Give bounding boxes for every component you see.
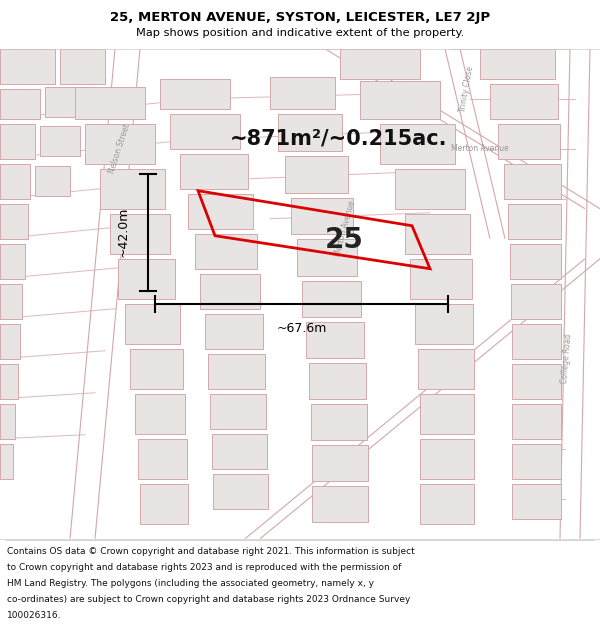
Polygon shape (160, 79, 230, 109)
Polygon shape (180, 154, 248, 189)
Polygon shape (512, 324, 561, 359)
Text: ~871m²/~0.215ac.: ~871m²/~0.215ac. (230, 129, 448, 149)
Polygon shape (138, 439, 187, 479)
Polygon shape (45, 87, 90, 117)
Polygon shape (511, 284, 561, 319)
Polygon shape (340, 49, 420, 79)
Polygon shape (110, 214, 170, 254)
Polygon shape (418, 349, 474, 389)
Polygon shape (405, 214, 470, 254)
Polygon shape (312, 486, 368, 522)
Polygon shape (0, 204, 28, 239)
Polygon shape (170, 114, 240, 149)
Text: Nelson Street: Nelson Street (108, 122, 132, 175)
Polygon shape (0, 444, 13, 479)
Polygon shape (420, 439, 474, 479)
Polygon shape (0, 364, 18, 399)
Polygon shape (512, 364, 561, 399)
Polygon shape (135, 394, 185, 434)
Polygon shape (309, 362, 366, 399)
Polygon shape (210, 394, 266, 429)
Polygon shape (125, 304, 180, 344)
Text: Merton Avenue: Merton Avenue (451, 144, 509, 153)
Text: Merton Avenue: Merton Avenue (333, 200, 357, 258)
Polygon shape (306, 322, 364, 357)
Polygon shape (420, 394, 474, 434)
Polygon shape (205, 314, 263, 349)
Polygon shape (212, 434, 267, 469)
Text: College Road: College Road (560, 333, 574, 384)
Polygon shape (60, 49, 105, 84)
Polygon shape (130, 349, 183, 389)
Polygon shape (420, 484, 474, 524)
Polygon shape (510, 244, 561, 279)
Polygon shape (291, 198, 353, 234)
Text: ~42.0m: ~42.0m (117, 207, 130, 258)
Polygon shape (188, 194, 253, 229)
Polygon shape (312, 445, 368, 481)
Polygon shape (490, 84, 558, 119)
Polygon shape (40, 126, 80, 156)
Polygon shape (512, 404, 561, 439)
Polygon shape (311, 404, 367, 440)
Text: ~67.6m: ~67.6m (277, 322, 326, 335)
Polygon shape (270, 77, 335, 109)
Text: 100026316.: 100026316. (7, 611, 62, 620)
Polygon shape (213, 474, 268, 509)
Text: HM Land Registry. The polygons (including the associated geometry, namely x, y: HM Land Registry. The polygons (includin… (7, 579, 374, 588)
Polygon shape (0, 324, 20, 359)
Polygon shape (360, 81, 440, 119)
Polygon shape (504, 164, 561, 199)
Polygon shape (0, 404, 15, 439)
Polygon shape (498, 124, 560, 159)
Polygon shape (0, 49, 55, 84)
Polygon shape (285, 156, 348, 192)
Polygon shape (480, 49, 555, 79)
Polygon shape (0, 124, 35, 159)
Polygon shape (140, 484, 188, 524)
Polygon shape (35, 166, 70, 196)
Polygon shape (0, 284, 22, 319)
Polygon shape (512, 444, 561, 479)
Polygon shape (512, 484, 561, 519)
Polygon shape (85, 124, 155, 164)
Text: to Crown copyright and database rights 2023 and is reproduced with the permissio: to Crown copyright and database rights 2… (7, 563, 401, 572)
Polygon shape (200, 274, 260, 309)
Polygon shape (0, 244, 25, 279)
Polygon shape (508, 204, 561, 239)
Polygon shape (297, 239, 357, 276)
Polygon shape (410, 259, 472, 299)
Text: Trinity Close: Trinity Close (458, 65, 476, 112)
Text: Map shows position and indicative extent of the property.: Map shows position and indicative extent… (136, 28, 464, 38)
Text: 25: 25 (325, 226, 363, 254)
Text: Contains OS data © Crown copyright and database right 2021. This information is : Contains OS data © Crown copyright and d… (7, 548, 415, 556)
Polygon shape (395, 169, 465, 209)
Polygon shape (195, 234, 257, 269)
Text: 25, MERTON AVENUE, SYSTON, LEICESTER, LE7 2JP: 25, MERTON AVENUE, SYSTON, LEICESTER, LE… (110, 11, 490, 24)
Polygon shape (415, 304, 473, 344)
Polygon shape (380, 124, 455, 164)
Text: co-ordinates) are subject to Crown copyright and database rights 2023 Ordnance S: co-ordinates) are subject to Crown copyr… (7, 595, 410, 604)
Polygon shape (0, 164, 30, 199)
Polygon shape (278, 114, 342, 151)
Polygon shape (100, 169, 165, 209)
Polygon shape (208, 354, 265, 389)
Polygon shape (118, 259, 175, 299)
Polygon shape (302, 281, 361, 317)
Polygon shape (75, 87, 145, 119)
Polygon shape (0, 89, 40, 119)
